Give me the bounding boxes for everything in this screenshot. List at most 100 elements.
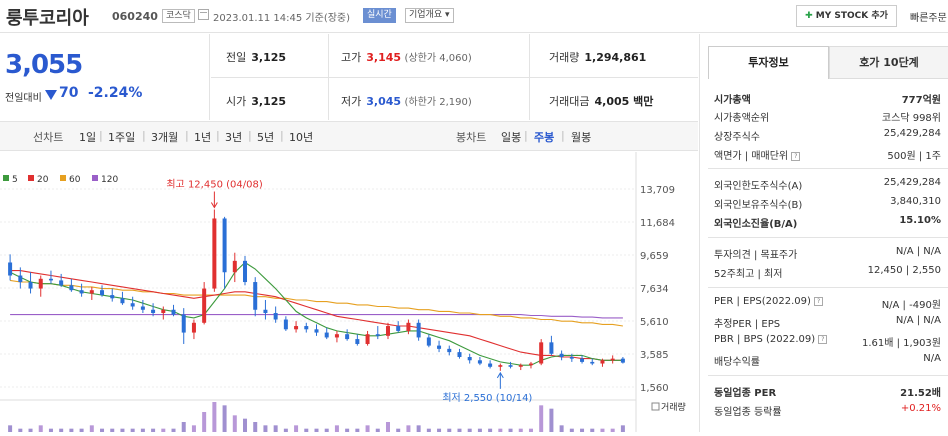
y-tick-label: 7,634 (640, 284, 669, 295)
period-5y[interactable]: 5년 (257, 131, 275, 144)
info-row-value: 12,450 | 2,550 (867, 265, 941, 276)
open-price: 시가 3,125 (226, 93, 286, 109)
info-row-value: N/A | N/A (895, 246, 941, 257)
volume-bar (120, 428, 125, 432)
volume-legend-box (651, 402, 660, 411)
volume-bar (600, 428, 605, 432)
candle-body (294, 326, 299, 330)
high-arrow-head (210, 202, 218, 209)
realtime-button[interactable]: 실시간 (363, 8, 396, 23)
volume-bar (273, 425, 278, 432)
candle-body (253, 282, 258, 310)
volume-bar (324, 428, 329, 432)
y-tick-label: 13,709 (640, 185, 675, 196)
volume-bar (355, 428, 360, 432)
volume-bar (314, 428, 319, 432)
candle-body (212, 218, 217, 289)
volume-bar (437, 428, 442, 432)
quick-order-link[interactable]: 빠른주문 (910, 13, 947, 24)
candle-body (528, 363, 533, 366)
line-chart-label[interactable]: 선차트 (33, 131, 64, 144)
legend-swatch (28, 175, 34, 181)
volume-bar (59, 428, 64, 432)
volume-bar (426, 428, 431, 432)
volume-bar (263, 425, 268, 432)
candle-body (59, 280, 64, 286)
open-value: 3,125 (251, 95, 287, 108)
info-row-value: 코스닥 998위 (881, 113, 941, 124)
info-row-value: 500원 | 1주 (887, 151, 941, 162)
candle-monthly[interactable]: 월봉 (571, 131, 592, 144)
period-1y[interactable]: 1년 (194, 131, 212, 144)
candle-body (283, 319, 288, 330)
prev-close: 전일 3,125 (226, 49, 286, 65)
price-chart[interactable]: 13,709 11,684 9,659 7,634 5,610 3,585 1,560 5 20… (0, 152, 698, 432)
candle-daily[interactable]: 일봉 (501, 131, 522, 144)
lower-limit: (하한가 2,190) (404, 97, 472, 108)
current-price: 3,055 (5, 50, 83, 80)
info-row: 시가총액순위 코스닥 998위 (708, 107, 948, 125)
period-1w[interactable]: 1주일 (108, 131, 136, 144)
high-label: 고가 (341, 51, 362, 64)
volume-bar (518, 428, 523, 432)
period-1d[interactable]: 1일 (79, 131, 97, 144)
y-tick-label: 1,560 (640, 383, 669, 394)
volume-bar (232, 415, 237, 432)
legend-swatch (3, 175, 9, 181)
low-value: 3,045 (366, 95, 402, 108)
volume-bar (161, 428, 166, 432)
help-icon[interactable]: ? (791, 151, 801, 161)
candle-body (426, 337, 431, 346)
candle-body (161, 309, 166, 314)
legend-swatch (92, 175, 98, 181)
volume-bar (498, 428, 503, 432)
company-info-dropdown[interactable]: 기업개요 ▾ (405, 8, 454, 23)
candle-body (140, 306, 145, 310)
info-row-label: 추정PER | EPS (714, 319, 781, 330)
divider: | (142, 129, 146, 142)
volume-bar (467, 428, 472, 432)
candlestick-chart-svg: 13,709 11,684 9,659 7,634 5,610 3,585 1,560 5 20… (0, 152, 686, 432)
info-row: 투자의견 | 목표주가 N/A | N/A (708, 244, 948, 262)
candle-body (273, 313, 278, 320)
volume-bar (528, 428, 533, 432)
info-row: 추정PER | EPS N/A | N/A (708, 313, 948, 331)
help-icon[interactable]: ? (818, 334, 828, 344)
candle-body (304, 326, 309, 330)
info-row-value: N/A | N/A (895, 315, 941, 326)
candle-body (345, 334, 350, 340)
high-value: 3,145 (366, 51, 402, 64)
candle-body (620, 358, 625, 363)
help-icon[interactable]: ? (814, 296, 824, 306)
candle-body (600, 360, 605, 364)
info-row-label: 외국인한도주식수(A) (714, 181, 803, 192)
volume-bar (18, 428, 23, 432)
divider: | (524, 129, 528, 142)
info-row: 상장주식수 25,429,284 (708, 126, 948, 144)
volume-value: 1,294,861 (584, 51, 647, 64)
volume-bar (294, 425, 299, 432)
low-label: 저가 (341, 95, 362, 108)
period-3y[interactable]: 3년 (225, 131, 243, 144)
volume-bar (151, 428, 156, 432)
plus-icon: ✚ (805, 11, 813, 21)
period-3m[interactable]: 3개월 (151, 131, 179, 144)
candle-body (610, 358, 615, 361)
candle-body (416, 322, 421, 338)
tab-invest-info[interactable]: 투자정보 (708, 46, 829, 79)
volume-bar (110, 428, 115, 432)
info-tabs: 투자정보 호가 10단계 (708, 46, 948, 79)
volume-bar (222, 405, 227, 432)
period-10y[interactable]: 10년 (289, 131, 314, 144)
volume-bar (620, 425, 625, 432)
candle-chart-label[interactable]: 봉차트 (456, 131, 487, 144)
add-mystock-button[interactable]: ✚ MY STOCK 추가 (796, 5, 897, 27)
info-row-label: PBR | BPS (2022.09) ? (714, 334, 828, 345)
candle-weekly[interactable]: 주봉 (534, 131, 555, 144)
calendar-icon (198, 9, 209, 20)
tab-quote-10[interactable]: 호가 10단계 (829, 46, 948, 79)
candle-body (518, 365, 523, 367)
info-row-label: 액면가 | 매매단위 ? (714, 147, 801, 162)
volume-bar (539, 405, 544, 432)
divider: | (185, 129, 189, 142)
